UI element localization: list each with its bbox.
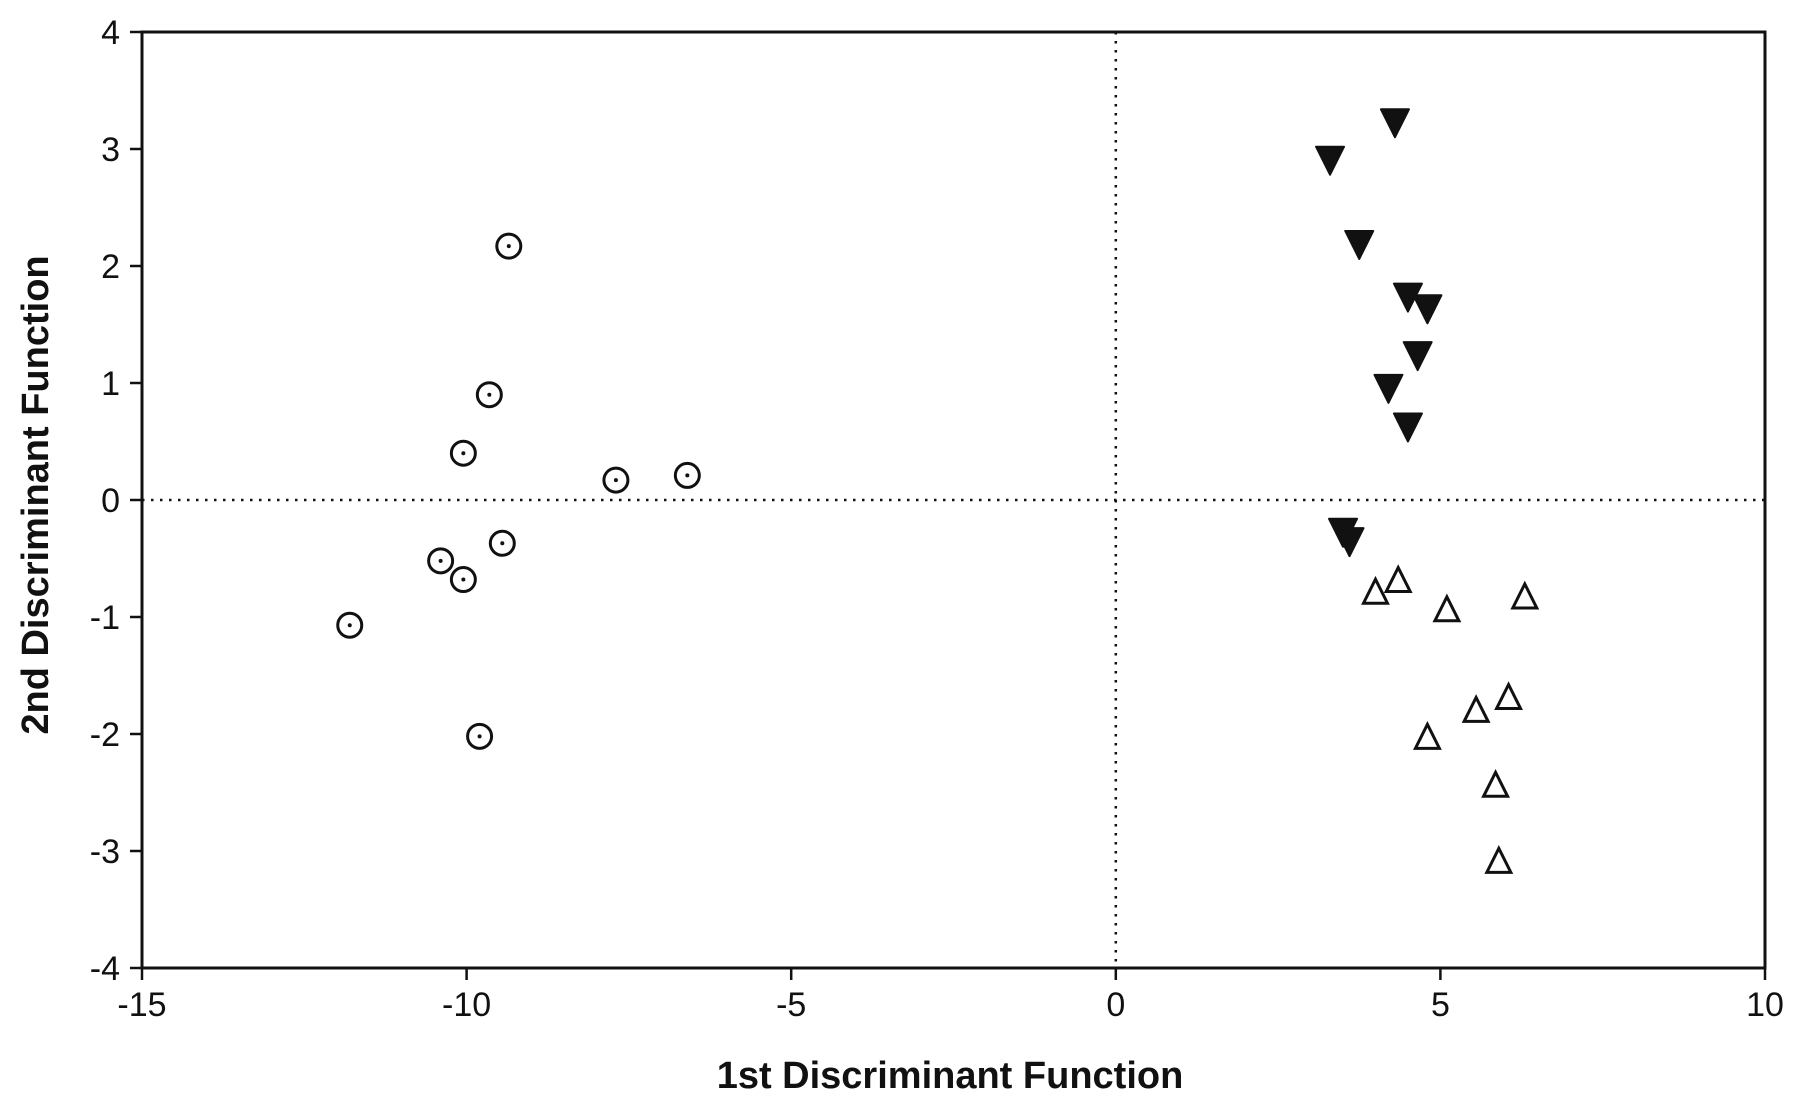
x-tick-label-1: -10 <box>442 986 491 1024</box>
point-2-2 <box>1432 593 1462 623</box>
x-tick-label-0: -15 <box>117 986 166 1024</box>
point-0-3 <box>602 466 630 494</box>
point-2-0 <box>1383 564 1413 594</box>
point-1-1 <box>1315 145 1346 176</box>
point-0-1 <box>475 381 503 409</box>
y-tick-label-0: -4 <box>90 950 120 988</box>
x-tick-label-5: 10 <box>1746 986 1784 1024</box>
point-2-6 <box>1412 720 1442 750</box>
point-0-9 <box>466 722 494 750</box>
y-tick-label-2: -2 <box>90 716 120 754</box>
point-0-8 <box>336 611 364 639</box>
y-tick-label-4: 0 <box>101 482 120 520</box>
point-0-5 <box>488 529 516 557</box>
x-tick-label-4: 5 <box>1431 986 1450 1024</box>
y-tick-label-8: 4 <box>101 14 120 52</box>
y-tick-label-1: -3 <box>90 833 120 871</box>
point-2-1 <box>1361 575 1390 605</box>
x-tick-label-2: -5 <box>776 986 806 1024</box>
point-0-2 <box>449 439 477 467</box>
point-1-4 <box>1412 294 1443 325</box>
point-1-7 <box>1392 412 1423 443</box>
point-1-0 <box>1379 108 1410 139</box>
y-tick-label-7: 3 <box>101 131 120 169</box>
point-2-5 <box>1461 694 1491 723</box>
point-1-5 <box>1402 341 1433 372</box>
point-2-4 <box>1494 681 1523 711</box>
point-2-7 <box>1481 768 1511 798</box>
point-0-6 <box>427 547 455 575</box>
x-tick-label-3: 0 <box>1106 986 1125 1024</box>
point-2-3 <box>1510 580 1540 610</box>
point-0-0 <box>495 232 523 260</box>
point-0-7 <box>449 566 477 594</box>
point-1-6 <box>1373 373 1404 404</box>
y-tick-label-6: 2 <box>101 248 120 286</box>
point-2-8 <box>1484 845 1514 874</box>
point-1-2 <box>1344 229 1375 260</box>
point-0-4 <box>673 461 701 489</box>
y-tick-label-5: 1 <box>101 365 120 403</box>
y-tick-label-3: -1 <box>90 599 120 637</box>
y-axis-title: 2nd Discriminant Function <box>15 255 57 734</box>
x-axis-title: 1st Discriminant Function <box>717 1055 1184 1097</box>
point-1-9 <box>1334 527 1365 558</box>
